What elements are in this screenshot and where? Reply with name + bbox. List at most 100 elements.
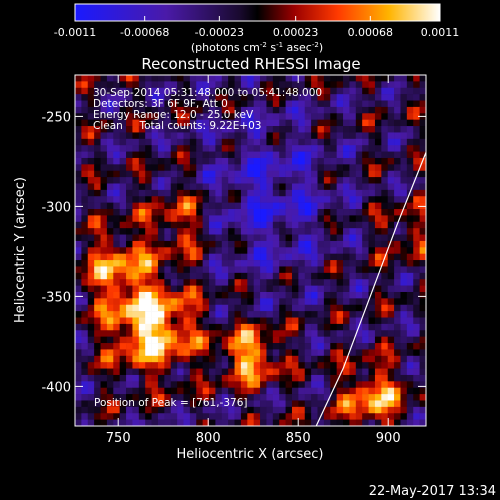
heatmap-pixel xyxy=(183,317,191,325)
heatmap-pixel xyxy=(196,291,203,299)
heatmap-pixel xyxy=(145,323,152,331)
heatmap-pixel xyxy=(221,132,229,140)
heatmap-pixel xyxy=(394,94,401,101)
heatmap-pixel xyxy=(189,196,197,203)
heatmap-pixel xyxy=(247,323,254,331)
heatmap-pixel xyxy=(81,106,89,114)
heatmap-pixel xyxy=(240,374,248,382)
heatmap-pixel xyxy=(381,138,389,146)
heatmap-pixel xyxy=(419,406,426,414)
heatmap-pixel xyxy=(157,234,165,242)
heatmap-pixel xyxy=(234,387,242,395)
heatmap-pixel xyxy=(94,100,101,108)
heatmap-pixel xyxy=(119,81,127,89)
heatmap-pixel xyxy=(202,132,210,140)
heatmap-pixel xyxy=(330,336,337,344)
heatmap-pixel xyxy=(247,228,254,235)
heatmap-pixel xyxy=(113,362,120,369)
heatmap-pixel xyxy=(81,330,89,337)
heatmap-pixel xyxy=(362,413,369,420)
heatmap-pixel xyxy=(285,260,293,267)
heatmap-pixel xyxy=(330,228,337,235)
heatmap-pixel xyxy=(87,189,95,197)
heatmap-pixel xyxy=(253,87,261,95)
heatmap-pixel xyxy=(323,311,331,318)
heatmap-pixel xyxy=(304,247,312,254)
heatmap-pixel xyxy=(87,240,95,248)
heatmap-pixel xyxy=(387,75,395,82)
heatmap-pixel xyxy=(157,349,165,357)
heatmap-pixel xyxy=(87,368,95,376)
heatmap-pixel xyxy=(368,413,376,420)
heatmap-pixel xyxy=(374,113,382,120)
heatmap-pixel xyxy=(177,253,184,261)
heatmap-pixel xyxy=(75,164,82,172)
heatmap-pixel xyxy=(304,374,312,382)
heatmap-pixel xyxy=(304,100,312,108)
heatmap-pixel xyxy=(189,311,197,318)
heatmap-pixel xyxy=(75,279,82,286)
heatmap-pixel xyxy=(406,355,414,363)
heatmap-pixel xyxy=(145,400,152,408)
heatmap-pixel xyxy=(132,272,140,280)
heatmap-pixel xyxy=(170,240,178,248)
heatmap-pixel xyxy=(304,75,312,82)
heatmap-pixel xyxy=(240,119,248,127)
heatmap-pixel xyxy=(413,336,420,344)
heatmap-pixel xyxy=(323,106,331,114)
heatmap-pixel xyxy=(323,240,331,248)
heatmap-pixel xyxy=(317,355,325,363)
heatmap-pixel xyxy=(196,355,203,363)
heatmap-pixel xyxy=(330,362,337,369)
heatmap-pixel xyxy=(221,400,229,408)
heatmap-pixel xyxy=(75,119,82,127)
heatmap-pixel xyxy=(317,304,325,312)
heatmap-pixel xyxy=(240,177,248,184)
heatmap-pixel xyxy=(189,343,197,350)
heatmap-pixel xyxy=(323,291,331,299)
heatmap-pixel xyxy=(209,330,216,337)
heatmap-pixel xyxy=(209,87,216,95)
heatmap-pixel xyxy=(291,330,299,337)
heatmap-pixel xyxy=(317,132,325,140)
heatmap-pixel xyxy=(272,240,280,248)
heatmap-pixel xyxy=(336,381,344,389)
heatmap-pixel xyxy=(330,260,337,267)
heatmap-pixel xyxy=(419,387,426,395)
heatmap-pixel xyxy=(100,260,108,267)
heatmap-pixel xyxy=(234,209,242,216)
heatmap-pixel xyxy=(164,368,172,376)
heatmap-pixel xyxy=(419,170,426,178)
heatmap-pixel xyxy=(323,234,331,242)
heatmap-pixel xyxy=(323,387,331,395)
heatmap-pixel xyxy=(272,400,280,408)
heatmap-pixel xyxy=(406,336,414,344)
heatmap-pixel xyxy=(330,215,337,223)
heatmap-pixel xyxy=(145,260,152,267)
heatmap-pixel xyxy=(368,157,376,165)
heatmap-pixel xyxy=(253,132,261,140)
heatmap-pixel xyxy=(298,145,306,152)
heatmap-pixel xyxy=(285,221,293,229)
heatmap-pixel xyxy=(202,362,210,369)
heatmap-pixel xyxy=(196,317,203,325)
heatmap-pixel xyxy=(368,260,376,267)
heatmap-pixel xyxy=(381,228,389,235)
heatmap-pixel xyxy=(323,100,331,108)
heatmap-pixel xyxy=(189,126,197,133)
heatmap-pixel xyxy=(221,170,229,178)
heatmap-pixel xyxy=(145,132,152,140)
heatmap-pixel xyxy=(138,368,146,376)
heatmap-pixel xyxy=(349,183,357,191)
y-tick-label: -300 xyxy=(41,200,71,215)
heatmap-pixel xyxy=(304,196,312,203)
heatmap-pixel xyxy=(279,394,286,401)
heatmap-pixel xyxy=(311,221,318,229)
heatmap-pixel xyxy=(183,253,191,261)
heatmap-pixel xyxy=(202,234,210,242)
heatmap-pixel xyxy=(164,189,172,197)
heatmap-pixel xyxy=(349,196,357,203)
heatmap-pixel xyxy=(113,228,120,235)
heatmap-pixel xyxy=(368,113,376,120)
heatmap-pixel xyxy=(266,164,274,172)
